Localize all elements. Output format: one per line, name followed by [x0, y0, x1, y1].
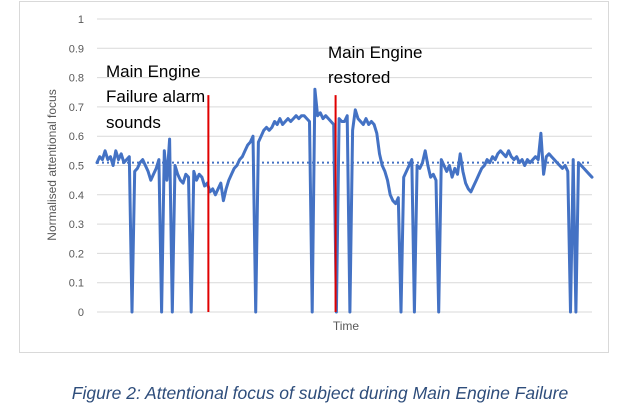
annotation-alarm-line-2: Failure alarm — [106, 87, 205, 106]
annotation-alarm-line-3: sounds — [106, 113, 161, 132]
series-group — [95, 87, 594, 314]
chart: 0 0.1 0.2 0.3 0.4 0.5 0.6 0.7 0.8 0.9 1 Normalised… — [45, 14, 594, 333]
annotation-alarm: Main Engine Failure alarm sounds — [106, 62, 210, 132]
gridlines — [97, 18, 592, 313]
focus-series-line — [95, 87, 594, 314]
y-tick-label: 0.6 — [69, 131, 84, 143]
y-tick-label: 0 — [78, 307, 84, 319]
figure-caption: Figure 2: Attentional focus of subject d… — [71, 383, 569, 403]
y-tick-label: 0.2 — [69, 248, 84, 260]
y-tick-label: 0.4 — [69, 190, 84, 202]
y-tick-label: 0.3 — [69, 219, 84, 231]
x-axis-label: Time — [333, 319, 360, 333]
y-tick-label: 1 — [78, 14, 84, 26]
annotations: Main Engine Failure alarm sounds Main En… — [106, 43, 427, 132]
y-tick-label: 0.7 — [69, 102, 84, 114]
y-tick-label: 0.9 — [69, 43, 84, 55]
y-tick-label: 0.8 — [69, 73, 84, 85]
annotation-alarm-line-1: Main Engine — [106, 62, 201, 81]
y-tick-label: 0.5 — [69, 161, 84, 173]
annotation-restored-line-1: Main Engine — [328, 43, 423, 62]
event-markers — [207, 95, 337, 312]
annotation-restored-line-2: restored — [328, 68, 390, 87]
annotation-restored: Main Engine restored — [328, 43, 427, 87]
y-tick-label: 0.1 — [69, 278, 84, 290]
y-tick-labels: 0 0.1 0.2 0.3 0.4 0.5 0.6 0.7 0.8 0.9 1 — [69, 14, 84, 319]
y-axis-label: Normalised attentional focus — [45, 89, 59, 240]
